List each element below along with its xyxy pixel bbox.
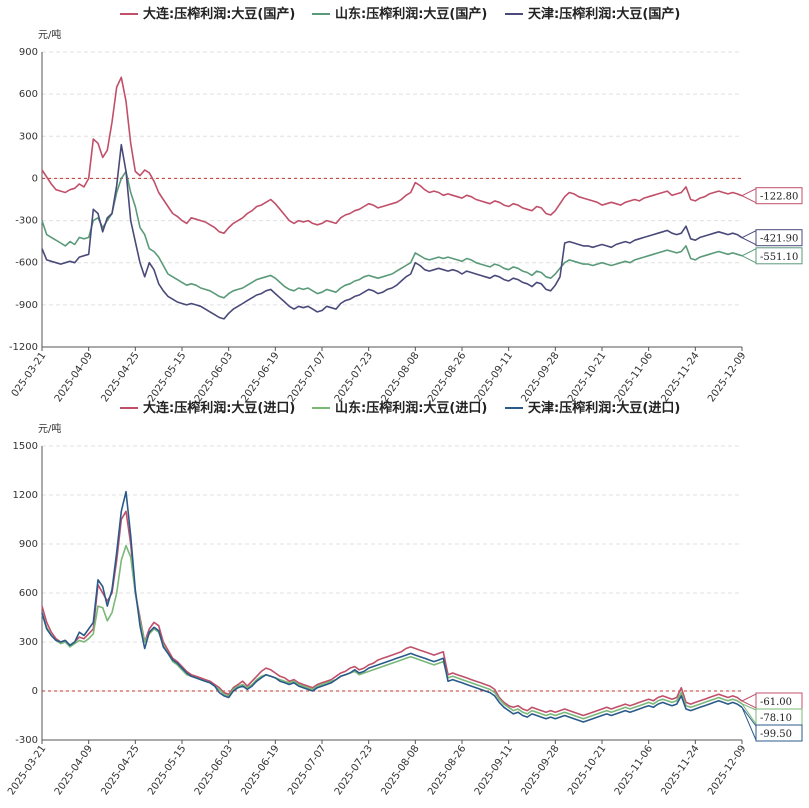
x-tick-label: 2025-06-03 xyxy=(193,743,235,797)
end-label-box xyxy=(755,724,803,742)
y-tick-label: 300 xyxy=(19,637,38,648)
legend-label: 山东:压榨利润:大豆(国产) xyxy=(335,6,487,22)
x-tick-label: 2025-10-21 xyxy=(566,743,608,797)
x-tick-label: 2025-04-25 xyxy=(99,350,141,404)
y-unit-label: 元/吨 xyxy=(38,28,61,41)
x-tick-label: 2025-11-24 xyxy=(659,350,701,404)
x-tick-label: 2025-08-26 xyxy=(426,350,468,404)
end-label-box xyxy=(755,187,803,205)
series-line-1 xyxy=(41,76,743,234)
x-tick-label: 2025-05-15 xyxy=(146,350,188,404)
end-label-box xyxy=(755,229,803,247)
y-tick-label: -300 xyxy=(15,216,38,227)
legend-label: 天津:压榨利润:大豆(国产) xyxy=(528,6,680,22)
end-label-text: -61.00 xyxy=(760,697,792,708)
series-line-1 xyxy=(41,510,743,717)
x-tick-label: 2025-11-24 xyxy=(659,743,701,797)
end-label-text: -78.10 xyxy=(760,713,792,724)
end-label-pointer xyxy=(740,229,757,246)
legend-item-1[interactable]: 大连:压榨利润:大豆(国产) xyxy=(120,6,295,22)
end-label-text: -99.50 xyxy=(760,729,792,740)
x-tick-label: 2025-11-06 xyxy=(613,350,655,404)
end-label-3: -99.50 xyxy=(741,707,803,742)
x-tick-label: 2025-09-11 xyxy=(473,743,515,797)
x-tick-label: 2025-09-28 xyxy=(519,743,561,797)
end-label-1: -122.80 xyxy=(740,187,803,205)
y-tick-label: -300 xyxy=(15,735,38,746)
chart-1: 大连:压榨利润:大豆(国产) 山东:压榨利润:大豆(国产) 天津:压榨利润:大豆(国… xyxy=(9,6,803,404)
x-tick-label: 2025-04-09 xyxy=(53,350,95,404)
x-tick-label: 2025-04-09 xyxy=(53,743,95,797)
x-tick-label: 2025-07-23 xyxy=(333,743,375,797)
x-tick-label: 2025-12-09 xyxy=(706,743,748,797)
y-unit-label: 元/吨 xyxy=(38,422,61,435)
chart-2: 大连:压榨利润:大豆(进口) 山东:压榨利润:大豆(进口) 天津:压榨利润:大豆(进… xyxy=(6,400,803,797)
x-tick-label: 2025-06-03 xyxy=(193,350,235,404)
legend-item-3[interactable]: 天津:压榨利润:大豆(国产) xyxy=(505,6,680,22)
x-tick-label: 2025-09-11 xyxy=(473,350,515,404)
legend-item-1[interactable]: 大连:压榨利润:大豆(进口) xyxy=(120,400,295,416)
legend-label: 天津:压榨利润:大豆(进口) xyxy=(528,400,680,416)
end-label-1: -61.00 xyxy=(740,692,803,710)
x-tick-label: 2025-04-25 xyxy=(99,743,141,797)
x-tick-label: 2025-10-21 xyxy=(566,350,608,404)
y-tick-label: 1500 xyxy=(13,441,38,452)
x-tick-label: 2025-05-15 xyxy=(146,743,188,797)
y-tick-label: 600 xyxy=(19,588,38,599)
y-tick-label: 600 xyxy=(19,89,38,100)
series-line-3 xyxy=(41,143,743,320)
end-label-text: -421.90 xyxy=(760,234,798,245)
end-label-box xyxy=(755,247,803,265)
y-tick-label: 900 xyxy=(19,539,38,550)
x-tick-label: 2025-06-19 xyxy=(239,743,281,797)
x-tick-label: 2025-08-26 xyxy=(426,743,468,797)
end-label-pointer xyxy=(740,187,757,204)
y-tick-label: -600 xyxy=(15,258,38,269)
legend-item-2[interactable]: 山东:压榨利润:大豆(国产) xyxy=(312,6,487,22)
y-tick-label: 0 xyxy=(32,173,38,184)
legend-item-3[interactable]: 天津:压榨利润:大豆(进口) xyxy=(505,400,680,416)
y-tick-label: 1200 xyxy=(13,490,38,501)
x-tick-label: 2025-09-28 xyxy=(519,350,561,404)
legend-label: 大连:压榨利润:大豆(国产) xyxy=(143,6,295,22)
x-tick-label: 2025-12-09 xyxy=(706,350,748,404)
end-label-2: -551.10 xyxy=(740,247,803,265)
x-tick-label: 2025-08-08 xyxy=(379,743,421,797)
end-label-pointer xyxy=(740,247,757,264)
series-line-3 xyxy=(41,490,743,723)
y-tick-label: -900 xyxy=(15,300,38,311)
x-tick-label: 2025-03-21 xyxy=(6,743,48,797)
y-tick-label: 900 xyxy=(19,47,38,58)
y-tick-label: -1200 xyxy=(9,342,38,353)
series-line-2 xyxy=(41,170,743,299)
x-tick-label: 2025-08-08 xyxy=(379,350,421,404)
series-line-2 xyxy=(41,544,743,720)
x-tick-label: 2025-06-19 xyxy=(239,350,281,404)
x-tick-label: 2025-07-07 xyxy=(286,743,328,797)
x-tick-label: 2025-07-23 xyxy=(333,350,375,404)
end-label-text: -551.10 xyxy=(760,252,798,263)
legend-label: 大连:压榨利润:大豆(进口) xyxy=(143,400,295,416)
legend-label: 山东:压榨利润:大豆(进口) xyxy=(335,400,487,416)
end-label-text: -122.80 xyxy=(760,192,798,203)
y-tick-label: 0 xyxy=(32,686,38,697)
y-tick-label: 300 xyxy=(19,131,38,142)
end-label-2: -78.10 xyxy=(740,702,803,726)
x-tick-label: 025-03-21 xyxy=(10,350,49,399)
legend-item-2[interactable]: 山东:压榨利润:大豆(进口) xyxy=(312,400,487,416)
x-tick-label: 2025-07-07 xyxy=(286,350,328,404)
end-label-3: -421.90 xyxy=(740,229,803,247)
x-tick-label: 2025-11-06 xyxy=(613,743,655,797)
